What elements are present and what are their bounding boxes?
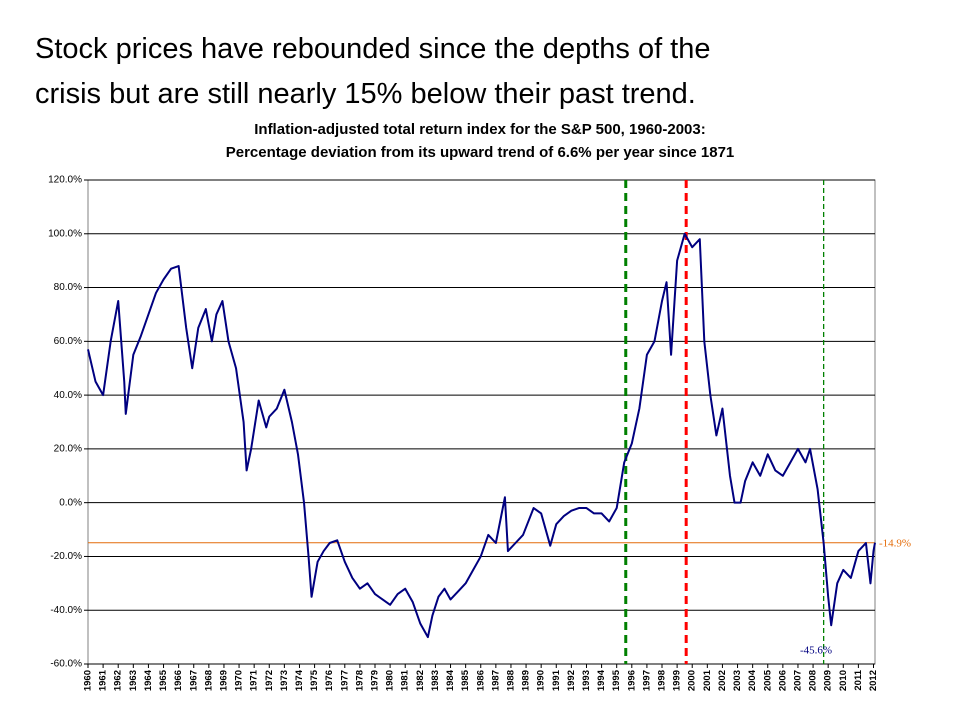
- x-tick-label: 2003: [732, 670, 743, 691]
- y-tick-label: 100.0%: [48, 228, 82, 239]
- x-tick-label: 1991: [551, 669, 562, 691]
- y-tick-label: 120.0%: [48, 175, 82, 186]
- y-tick-label: 80.0%: [54, 282, 82, 293]
- y-tick-label: -40.0%: [50, 605, 82, 616]
- x-tick-label: 1962: [113, 670, 124, 691]
- chart-title: Inflation-adjusted total return index fo…: [254, 121, 706, 138]
- x-tick-label: 2000: [687, 670, 698, 691]
- x-tick-label: 1973: [279, 670, 290, 691]
- x-tick-label: 1968: [203, 670, 214, 691]
- x-tick-label: 2010: [838, 670, 849, 691]
- x-tick-label: 1995: [611, 669, 622, 691]
- x-tick-label: 1989: [521, 670, 532, 691]
- x-tick-label: 1985: [460, 669, 471, 691]
- annotation: -14.9%: [879, 538, 911, 550]
- x-tick-label: 1982: [415, 670, 426, 691]
- x-tick-label: 1963: [128, 670, 139, 691]
- chart-title: Percentage deviation from its upward tre…: [226, 144, 735, 161]
- x-tick-label: 2001: [702, 669, 713, 691]
- x-tick-label: 1960: [83, 670, 94, 691]
- plot-area: [87, 179, 876, 665]
- x-tick-label: 1977: [339, 670, 350, 691]
- y-tick-label: 60.0%: [54, 336, 82, 347]
- y-tick-label: -60.0%: [50, 659, 82, 670]
- x-tick-label: 2008: [808, 670, 819, 691]
- x-tick-label: 1966: [173, 670, 184, 691]
- x-tick-label: 1961: [98, 669, 109, 691]
- x-tick-label: 1980: [385, 670, 396, 691]
- x-tick-label: 1988: [505, 670, 516, 691]
- x-tick-label: 1990: [536, 670, 547, 691]
- x-tick-label: 1967: [188, 670, 199, 691]
- x-tick-label: 2012: [868, 670, 879, 691]
- x-tick-label: 1999: [672, 670, 683, 691]
- x-tick-label: 1998: [657, 670, 668, 691]
- x-tick-label: 2004: [747, 669, 758, 691]
- x-tick-label: 1976: [324, 670, 335, 691]
- y-tick-label: 0.0%: [59, 497, 82, 508]
- x-tick-label: 1978: [354, 670, 365, 691]
- heading: crisis but are still nearly 15% below th…: [35, 78, 696, 110]
- heading: Stock prices have rebounded since the de…: [35, 33, 711, 65]
- x-tick-label: 2009: [823, 670, 834, 691]
- x-tick-label: 1964: [143, 669, 154, 691]
- data-line: [87, 232, 876, 639]
- x-tick-label: 1996: [626, 670, 637, 691]
- x-tick-label: 1994: [596, 669, 607, 691]
- x-tick-label: 2011: [853, 669, 864, 690]
- x-tick-label: 1975: [309, 669, 320, 691]
- x-tick-label: 2005: [762, 669, 773, 691]
- x-tick-label: 1987: [490, 670, 501, 691]
- y-tick-label: 20.0%: [54, 444, 82, 455]
- x-tick-label: 1979: [370, 670, 381, 691]
- x-tick-label: 1970: [234, 670, 245, 691]
- x-tick-label: 1993: [581, 670, 592, 691]
- x-tick-label: 1965: [158, 669, 169, 691]
- x-tick-label: 1972: [264, 670, 275, 691]
- x-tick-label: 1984: [445, 669, 456, 691]
- y-tick-label: -20.0%: [50, 551, 82, 562]
- x-tick-label: 1986: [475, 670, 486, 691]
- x-tick-label: 2007: [792, 670, 803, 691]
- x-tick-label: 1992: [566, 670, 577, 691]
- x-tick-label: 1969: [218, 670, 229, 691]
- x-tick-label: 1983: [430, 670, 441, 691]
- annotation: -45.6%: [800, 644, 832, 656]
- x-tick-label: 1974: [294, 669, 305, 691]
- x-tick-label: 2002: [717, 670, 728, 691]
- x-tick-label: 1971: [249, 669, 260, 691]
- x-tick-label: 2006: [777, 670, 788, 691]
- y-tick-label: 40.0%: [54, 390, 82, 401]
- x-tick-label: 1981: [400, 669, 411, 691]
- x-tick-label: 1997: [641, 670, 652, 691]
